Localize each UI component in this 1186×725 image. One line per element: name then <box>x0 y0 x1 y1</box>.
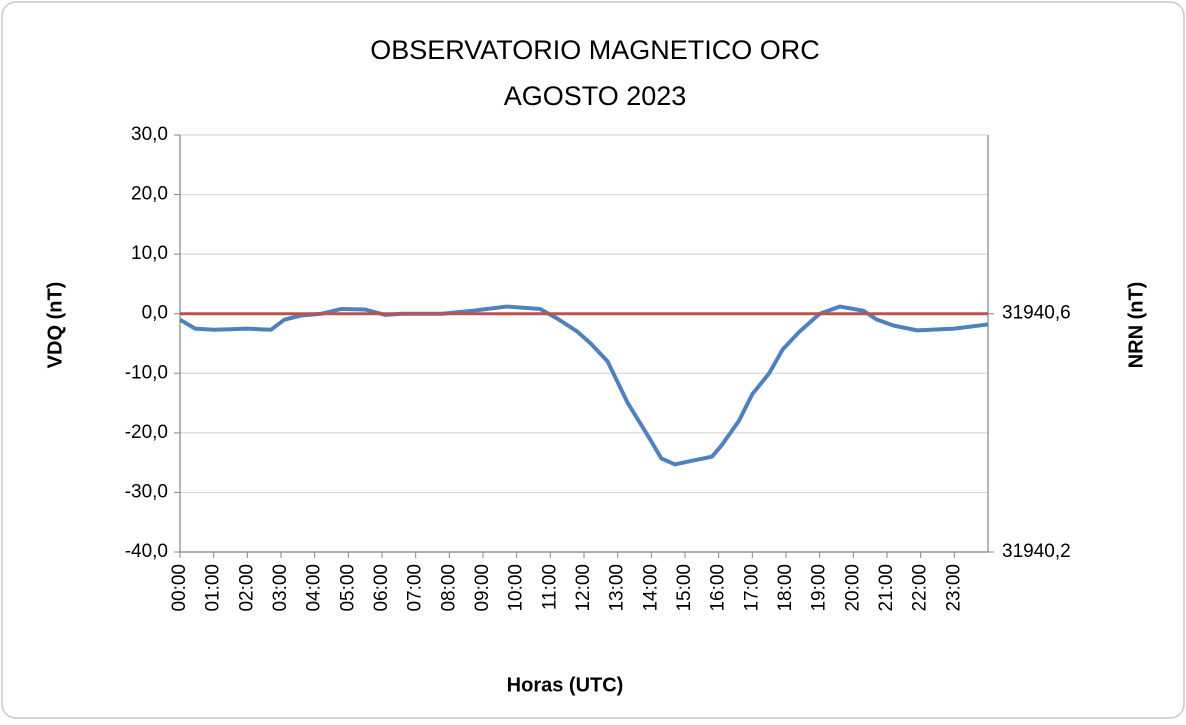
y-tick-label: -10,0 <box>125 362 168 383</box>
x-axis-label: Horas (UTC) <box>507 674 624 696</box>
x-tick-label: 07:00 <box>405 564 426 612</box>
x-tick-label: 23:00 <box>943 564 964 612</box>
data-line <box>178 304 989 467</box>
y-tick-label: 10,0 <box>131 243 168 264</box>
y-tick-label: 0,0 <box>142 303 168 324</box>
x-tick-label: 01:00 <box>203 564 224 612</box>
x-tick-label: 11:00 <box>539 564 560 610</box>
chart-title: OBSERVATORIO MAGNETICO ORC <box>370 35 820 65</box>
y-tick-label: 20,0 <box>131 184 168 205</box>
y-tick-label: 30,0 <box>131 124 168 145</box>
x-tick-label: 08:00 <box>438 564 459 612</box>
x-tick-label: 04:00 <box>304 564 325 612</box>
x-tick-label: 00:00 <box>169 564 190 612</box>
y-axis-label: VDQ (nT) <box>44 282 66 369</box>
chart-title: AGOSTO 2023 <box>504 81 687 111</box>
y2-tick-label: 31940,2 <box>1002 541 1071 562</box>
y2-tick-label: 31940,6 <box>1002 303 1071 324</box>
y2-axis-label: NRN (nT) <box>1125 282 1147 369</box>
x-tick-label: 06:00 <box>371 564 392 612</box>
x-tick-label: 09:00 <box>472 564 493 612</box>
y-tick-label: -40,0 <box>125 541 168 562</box>
x-tick-label: 13:00 <box>607 564 628 612</box>
x-tick-label: 15:00 <box>674 564 695 612</box>
x-tick-label: 21:00 <box>876 564 897 612</box>
y-tick-label: -20,0 <box>125 422 168 443</box>
x-tick-label: 19:00 <box>809 564 830 612</box>
x-tick-label: 03:00 <box>270 564 291 612</box>
x-tick-label: 10:00 <box>506 564 527 612</box>
x-tick-label: 17:00 <box>741 564 762 612</box>
x-tick-label: 18:00 <box>775 564 796 612</box>
x-tick-label: 20:00 <box>842 564 863 612</box>
x-tick-label: 02:00 <box>236 564 257 612</box>
x-tick-label: 14:00 <box>640 564 661 612</box>
y-tick-label: -30,0 <box>125 481 168 502</box>
x-tick-label: 12:00 <box>573 564 594 612</box>
x-tick-label: 05:00 <box>337 564 358 612</box>
x-tick-label: 22:00 <box>910 564 931 612</box>
x-tick-label: 16:00 <box>708 564 729 612</box>
